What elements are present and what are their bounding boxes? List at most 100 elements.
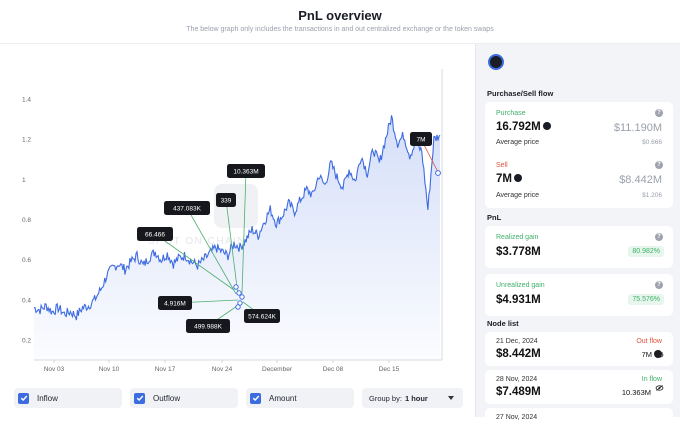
- node-list-item[interactable]: 21 Dec, 2024 Out flow $8.442M 7M: [485, 332, 673, 366]
- x-tick-label: Nov 03: [44, 366, 65, 373]
- help-icon[interactable]: ?: [655, 233, 663, 241]
- token-icon: [654, 350, 662, 359]
- series-area: [34, 115, 440, 360]
- node-date: 21 Dec, 2024: [496, 338, 538, 345]
- flow-section-title: Purchase/Sell flow: [487, 89, 554, 98]
- annotation-box: [216, 193, 236, 207]
- annotation-box: [158, 296, 192, 310]
- chevron-down-icon: [448, 396, 454, 400]
- y-tick-label: 1: [22, 177, 26, 184]
- y-tick-label: 0.6: [22, 257, 31, 264]
- annotation-box: [227, 164, 265, 178]
- watermark-text: SPOT ON CHAIN: [148, 236, 246, 247]
- sell-label: Sell: [496, 162, 508, 169]
- eye-hidden-icon[interactable]: [655, 385, 664, 391]
- sell-avg-price: $1.206: [642, 192, 662, 199]
- node-amount: 10.363M: [621, 388, 651, 397]
- purchase-usd: $11.190M: [613, 122, 662, 134]
- pnl-chart[interactable]: 1.4 1.2 1 0.8 0.6 0.4 0.2 Nov 03 Nov 10 Nov 17 Nov…: [0, 44, 475, 384]
- y-tick-label: 0.8: [22, 217, 31, 224]
- node-list-item[interactable]: 27 Nov, 2024: [485, 408, 673, 428]
- realized-gain-label: Realized gain: [496, 234, 539, 241]
- annotation-label: 499.988K: [194, 324, 222, 331]
- annotation-box: [410, 132, 432, 146]
- y-tick-label: 1.2: [22, 137, 31, 144]
- annotation-box: [186, 319, 230, 333]
- annotation-box: [137, 227, 173, 241]
- page-title: PnL overview: [298, 8, 382, 23]
- help-icon[interactable]: ?: [655, 161, 663, 169]
- x-tick-label: Nov 24: [212, 366, 233, 373]
- node-list-title: Node list: [487, 319, 519, 328]
- annotation-label: 339: [221, 198, 232, 205]
- node-value: $7.489M: [496, 386, 541, 398]
- unrealized-gain-percent: 75.576%: [628, 294, 664, 305]
- node-date: 28 Nov, 2024: [496, 376, 538, 383]
- node-list-item[interactable]: 28 Nov, 2024 In flow $7.489M 10.363M: [485, 370, 673, 404]
- data-point-marker: [435, 170, 441, 176]
- token-icon: [513, 173, 522, 182]
- annotation-label: 4.916M: [164, 301, 186, 308]
- sell-usd: $8.442M: [619, 174, 662, 186]
- checkbox-checked-icon: [18, 392, 29, 404]
- purchase-label: Purchase: [496, 110, 526, 117]
- node-value: $8.442M: [496, 348, 541, 360]
- annotation-label: 10.363M: [233, 169, 258, 176]
- annotation-box: [244, 309, 280, 323]
- chart-controls: Inflow Outflow Amount Group by: 1 hour: [0, 384, 475, 417]
- summary-panel: Purchase/Sell flow Purchase ? 16.792M $1…: [475, 44, 680, 428]
- y-tick-label: 0.2: [22, 337, 31, 344]
- pnl-section-title: PnL: [487, 213, 502, 222]
- data-point-marker: [239, 294, 245, 300]
- unrealized-gain-label: Unrealized gain: [496, 282, 545, 289]
- y-tick-label: 0.4: [22, 297, 31, 304]
- node-amount: 7M: [642, 350, 662, 359]
- annotation-label: 574.624K: [248, 314, 276, 321]
- purchase-sell-card: Purchase ? 16.792M $11.190M Average pric…: [485, 102, 673, 208]
- inflow-label: Inflow: [37, 393, 58, 403]
- annotation-connector: [186, 207, 237, 295]
- pnl-chart-svg: 1.4 1.2 1 0.8 0.6 0.4 0.2 Nov 03 Nov 10 Nov 17 Nov…: [22, 69, 443, 373]
- annotation-connector: [154, 233, 235, 291]
- purchase-avg-price: $0.666: [642, 139, 662, 146]
- x-tick-label: Nov 10: [99, 366, 120, 373]
- realized-gain-value: $3.778M: [496, 246, 541, 258]
- realized-gain-card: Realized gain ? $3.778M 80.982%: [485, 226, 673, 268]
- help-icon[interactable]: ?: [655, 281, 663, 289]
- token-icon: [542, 121, 551, 130]
- page-subtitle: The below graph only includes the transa…: [186, 26, 494, 33]
- data-point-marker: [236, 290, 242, 296]
- node-date: 27 Nov, 2024: [496, 414, 538, 421]
- realized-gain-percent: 80.982%: [628, 246, 664, 257]
- eye-hidden-icon[interactable]: [655, 352, 664, 358]
- token-logo-icon: [488, 54, 504, 70]
- series-line: [33, 115, 441, 321]
- inflow-checkbox[interactable]: Inflow: [14, 388, 122, 408]
- node-flow: Out flow: [636, 338, 662, 345]
- purchase-amount: 16.792M: [496, 121, 551, 133]
- outflow-checkbox[interactable]: Outflow: [130, 388, 238, 408]
- sell-avg-label: Average price: [496, 192, 540, 199]
- annotation-label: 7M: [416, 137, 425, 144]
- x-tick-label: Nov 17: [155, 366, 176, 373]
- help-icon[interactable]: ?: [655, 109, 663, 117]
- annotation-label: 437.083K: [173, 206, 201, 213]
- annotation-connector: [225, 199, 239, 296]
- annotation-label: 66.466: [145, 232, 165, 239]
- x-tick-label: December: [262, 366, 293, 373]
- group-by-select[interactable]: Group by: 1 hour: [362, 388, 463, 408]
- checkbox-checked-icon: [250, 392, 261, 404]
- y-tick-label: 1.4: [22, 97, 31, 104]
- purchase-avg-label: Average price: [496, 139, 540, 146]
- sell-amount: 7M: [496, 173, 522, 185]
- page-header: PnL overview The below graph only includ…: [0, 0, 680, 44]
- unrealized-gain-card: Unrealized gain ? $4.931M 75.576%: [485, 274, 673, 316]
- data-point-marker: [233, 284, 239, 290]
- unrealized-gain-value: $4.931M: [496, 294, 541, 306]
- amount-checkbox[interactable]: Amount: [246, 388, 354, 408]
- node-flow: In flow: [641, 376, 662, 383]
- checkbox-checked-icon: [134, 392, 145, 404]
- amount-label: Amount: [269, 393, 297, 403]
- outflow-label: Outflow: [153, 393, 181, 403]
- x-tick-label: Dec 08: [323, 366, 344, 373]
